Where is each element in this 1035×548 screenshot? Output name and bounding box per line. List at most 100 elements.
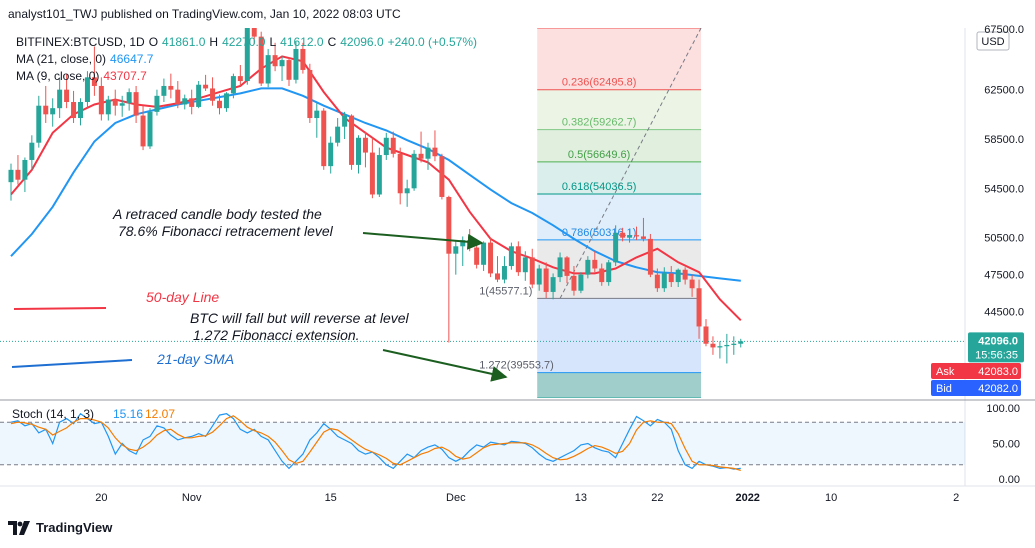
candle[interactable] (64, 73, 70, 109)
candle[interactable] (585, 256, 591, 279)
candle[interactable] (529, 248, 535, 289)
candle[interactable] (36, 95, 42, 148)
candle[interactable] (522, 251, 528, 281)
candle[interactable] (738, 338, 744, 348)
candle[interactable] (515, 241, 521, 276)
candle[interactable] (481, 241, 487, 271)
ma21-line[interactable] (10, 87, 741, 282)
candle[interactable] (390, 131, 396, 158)
candle[interactable] (592, 251, 598, 273)
candle[interactable] (682, 267, 688, 285)
candle[interactable] (217, 94, 222, 115)
candle[interactable] (189, 89, 195, 115)
candle[interactable] (383, 132, 389, 160)
candle[interactable] (8, 163, 14, 201)
candle[interactable] (550, 273, 556, 300)
candle[interactable] (335, 118, 341, 147)
candle[interactable] (557, 252, 563, 283)
candle[interactable] (675, 268, 681, 288)
ma9-label[interactable]: MA (9, close, 0) (16, 69, 100, 83)
candle[interactable] (196, 81, 202, 109)
candle[interactable] (272, 42, 278, 72)
candle[interactable] (404, 179, 410, 207)
fibonacci-retracement[interactable]: 0.236(62495.8) 0.382(59262.7) 0.5(56649.6)… (479, 28, 702, 398)
candle[interactable] (418, 131, 424, 163)
candle[interactable] (50, 98, 56, 127)
candle[interactable] (244, 22, 250, 85)
candle[interactable] (606, 259, 612, 286)
candle[interactable] (627, 229, 633, 243)
candle[interactable] (710, 336, 716, 355)
candle[interactable] (293, 41, 299, 84)
candle[interactable] (210, 77, 216, 106)
candle[interactable] (223, 92, 229, 112)
candle[interactable] (446, 195, 452, 343)
candle[interactable] (112, 89, 118, 116)
candle[interactable] (29, 135, 35, 170)
candle[interactable] (640, 217, 646, 242)
candle[interactable] (703, 319, 709, 347)
candle[interactable] (105, 95, 111, 121)
candle[interactable] (84, 71, 90, 109)
candle[interactable] (71, 90, 77, 123)
candle[interactable] (22, 157, 28, 193)
candle[interactable] (321, 108, 327, 170)
candle[interactable] (467, 229, 473, 252)
candle[interactable] (689, 274, 695, 297)
candle[interactable] (147, 108, 153, 149)
candle[interactable] (439, 153, 445, 200)
candle[interactable] (495, 256, 500, 283)
candle[interactable] (314, 103, 320, 138)
candle[interactable] (362, 131, 368, 168)
candle[interactable] (342, 111, 348, 139)
candle[interactable] (175, 81, 181, 109)
candle[interactable] (620, 227, 626, 242)
stoch-k-line[interactable] (10, 412, 741, 470)
ma9-line[interactable] (10, 55, 742, 322)
candle[interactable] (508, 242, 514, 270)
candle[interactable] (203, 74, 209, 91)
candle[interactable] (634, 226, 639, 241)
candle[interactable] (98, 77, 104, 121)
candle[interactable] (78, 98, 83, 126)
candle[interactable] (425, 142, 431, 170)
candle[interactable] (536, 264, 542, 291)
stoch-d-line[interactable] (10, 415, 741, 471)
candle[interactable] (265, 48, 271, 88)
candle[interactable] (571, 266, 577, 296)
candle[interactable] (564, 256, 570, 284)
candle[interactable] (230, 73, 236, 99)
candle[interactable] (133, 85, 139, 123)
candle[interactable] (397, 147, 403, 205)
candle[interactable] (599, 263, 605, 286)
symbol-label[interactable]: BITFINEX:BTCUSD, 1D (16, 35, 145, 49)
ma21-label[interactable]: MA (21, close, 0) (16, 52, 107, 66)
candle[interactable] (731, 336, 737, 355)
candle[interactable] (578, 272, 584, 294)
candle[interactable] (668, 266, 674, 287)
candle[interactable] (376, 147, 382, 197)
candle[interactable] (286, 57, 292, 86)
candle[interactable] (411, 150, 417, 191)
currency-badge[interactable]: USD (976, 31, 1010, 51)
candle[interactable] (661, 267, 667, 292)
candle[interactable] (161, 78, 167, 102)
candle[interactable] (279, 56, 285, 82)
candle[interactable] (356, 135, 361, 174)
candle[interactable] (654, 268, 660, 292)
candle[interactable] (328, 136, 334, 174)
candle[interactable] (258, 31, 264, 86)
candle[interactable] (349, 114, 355, 170)
candle[interactable] (432, 130, 438, 162)
candle[interactable] (237, 65, 243, 86)
candle[interactable] (182, 94, 188, 110)
candle[interactable] (91, 46, 97, 96)
candle[interactable] (647, 233, 653, 278)
candle[interactable] (488, 237, 494, 278)
candle[interactable] (168, 73, 174, 99)
candle[interactable] (613, 225, 619, 267)
candle[interactable] (300, 42, 306, 74)
candle[interactable] (453, 241, 459, 275)
bid-badge[interactable] (931, 380, 1021, 396)
